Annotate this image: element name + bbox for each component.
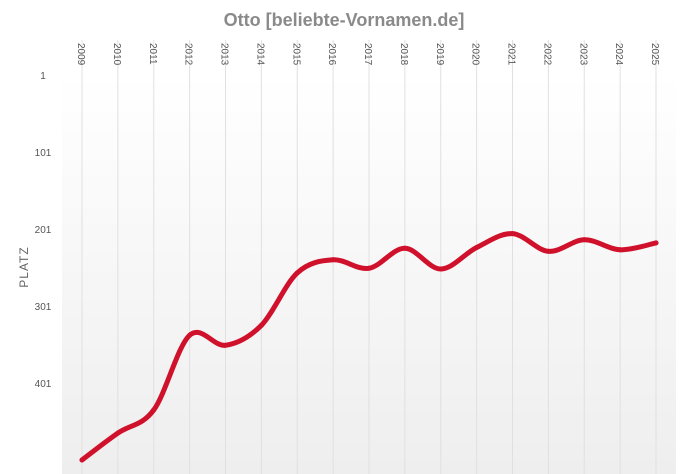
x-tick-label-2016: 2016 xyxy=(326,43,337,66)
x-tick-label-2025: 2025 xyxy=(649,43,660,66)
data-point-2010[interactable] xyxy=(115,430,121,436)
x-tick-label-2014: 2014 xyxy=(254,43,265,66)
data-point-2013[interactable] xyxy=(223,342,228,348)
x-tick-label-2018: 2018 xyxy=(398,43,409,66)
grid-lines xyxy=(81,40,657,474)
x-tick-label-2009: 2009 xyxy=(75,43,86,66)
x-tick-label-2024: 2024 xyxy=(613,43,624,66)
x-tick-label-2015: 2015 xyxy=(290,43,301,66)
x-tick-label-2010: 2010 xyxy=(111,43,122,66)
data-point-2017[interactable] xyxy=(366,265,372,271)
y-tick-label-401: 401 xyxy=(35,379,52,390)
chart-title: Otto [beliebte-Vornamen.de] xyxy=(224,10,465,30)
series-group xyxy=(79,231,659,463)
data-point-2015[interactable] xyxy=(294,270,300,276)
x-tick-label-2019: 2019 xyxy=(434,43,445,66)
data-point-2016[interactable] xyxy=(330,257,336,263)
data-point-2014[interactable] xyxy=(258,322,264,328)
data-point-2019[interactable] xyxy=(438,266,444,272)
x-tick-label-2012: 2012 xyxy=(183,43,194,66)
x-tick-label-2013: 2013 xyxy=(219,43,230,66)
data-point-2022[interactable] xyxy=(545,248,551,254)
x-tick-label-2011: 2011 xyxy=(147,43,158,65)
y-tick-label-301: 301 xyxy=(35,302,52,313)
data-point-2021[interactable] xyxy=(510,231,515,237)
data-point-2025[interactable] xyxy=(653,240,659,246)
data-point-2012[interactable] xyxy=(187,332,193,338)
data-point-2011[interactable] xyxy=(151,407,157,413)
data-point-2009[interactable] xyxy=(79,457,85,463)
y-tick-label-101: 101 xyxy=(35,148,52,159)
y-tick-labels: 1 101 201 301 401 xyxy=(35,71,52,390)
data-point-2020[interactable] xyxy=(474,244,480,250)
data-point-2024[interactable] xyxy=(617,247,623,253)
x-tick-label-2020: 2020 xyxy=(470,43,481,66)
x-tick-label-2022: 2022 xyxy=(541,43,552,66)
y-tick-label-1: 1 xyxy=(40,71,46,82)
data-point-2018[interactable] xyxy=(402,245,408,251)
x-tick-label-2017: 2017 xyxy=(362,43,373,66)
y-tick-label-201: 201 xyxy=(35,225,52,236)
x-tick-label-2023: 2023 xyxy=(577,43,588,66)
x-tick-labels: 2009 2010 2011 2012 2013 2014 2015 2016 2017 2018… xyxy=(75,43,660,66)
data-point-2023[interactable] xyxy=(581,237,587,243)
y-axis-label: PLATZ xyxy=(17,246,31,287)
x-tick-label-2021: 2021 xyxy=(506,43,517,66)
